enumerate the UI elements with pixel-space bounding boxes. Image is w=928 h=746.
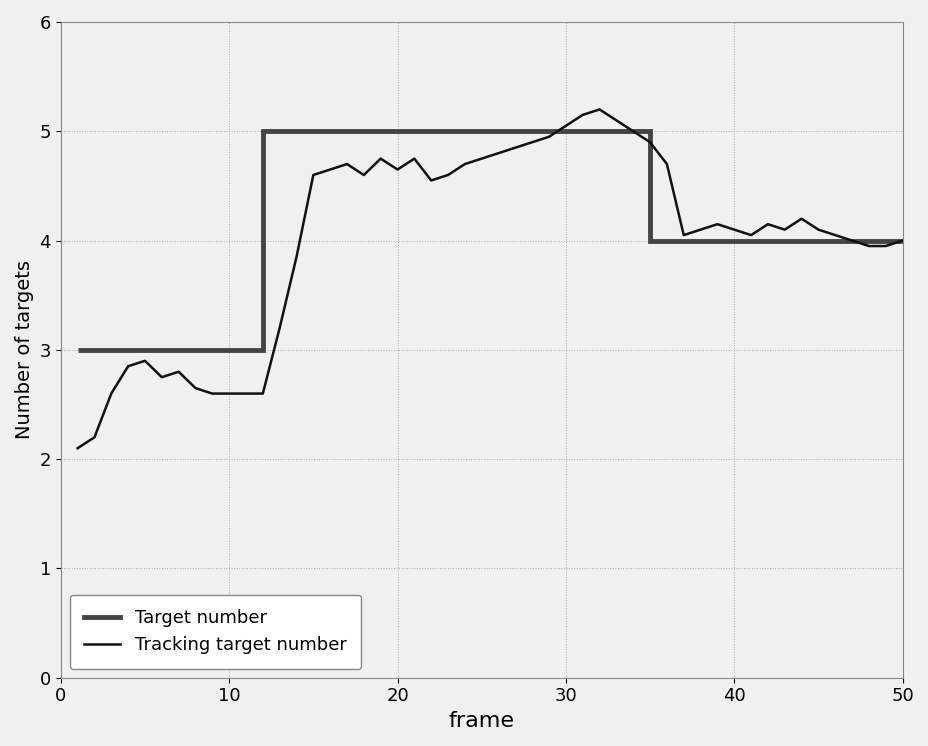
Legend: Target number, Tracking target number: Target number, Tracking target number — [70, 595, 361, 668]
Y-axis label: Number of targets: Number of targets — [15, 260, 34, 439]
X-axis label: frame: frame — [448, 711, 514, 731]
